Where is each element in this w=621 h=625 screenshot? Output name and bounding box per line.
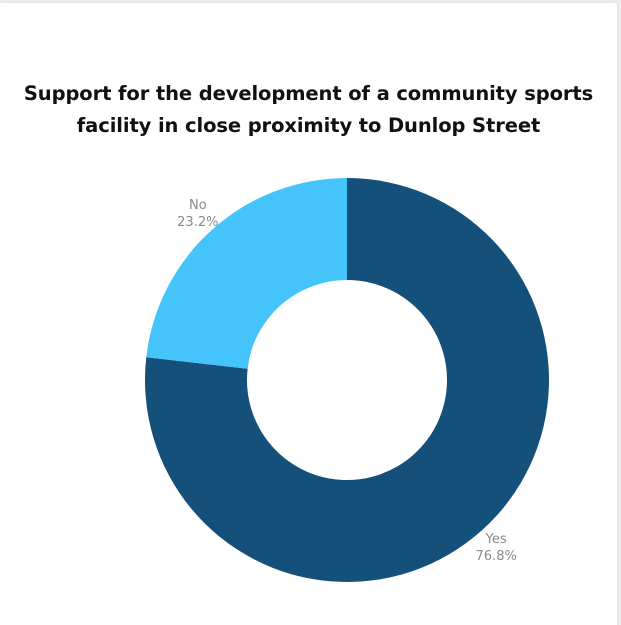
chart-title: Support for the development of a communi…	[0, 78, 617, 142]
donut-slices	[145, 178, 549, 582]
chart-title-line-1: Support for the development of a communi…	[23, 82, 594, 105]
slice-label-yes: Yes	[485, 532, 507, 547]
chart-title-line-2: facility in close proximity to Dunlop St…	[76, 114, 541, 137]
donut-labels: Yes 76.8% No 23.2%	[177, 198, 517, 564]
slice-value-no: 23.2%	[177, 215, 218, 230]
slice-value-yes: 76.8%	[476, 549, 517, 564]
slice-yes	[145, 178, 549, 582]
slice-label-no: No	[189, 198, 207, 213]
slice-no	[146, 178, 347, 369]
